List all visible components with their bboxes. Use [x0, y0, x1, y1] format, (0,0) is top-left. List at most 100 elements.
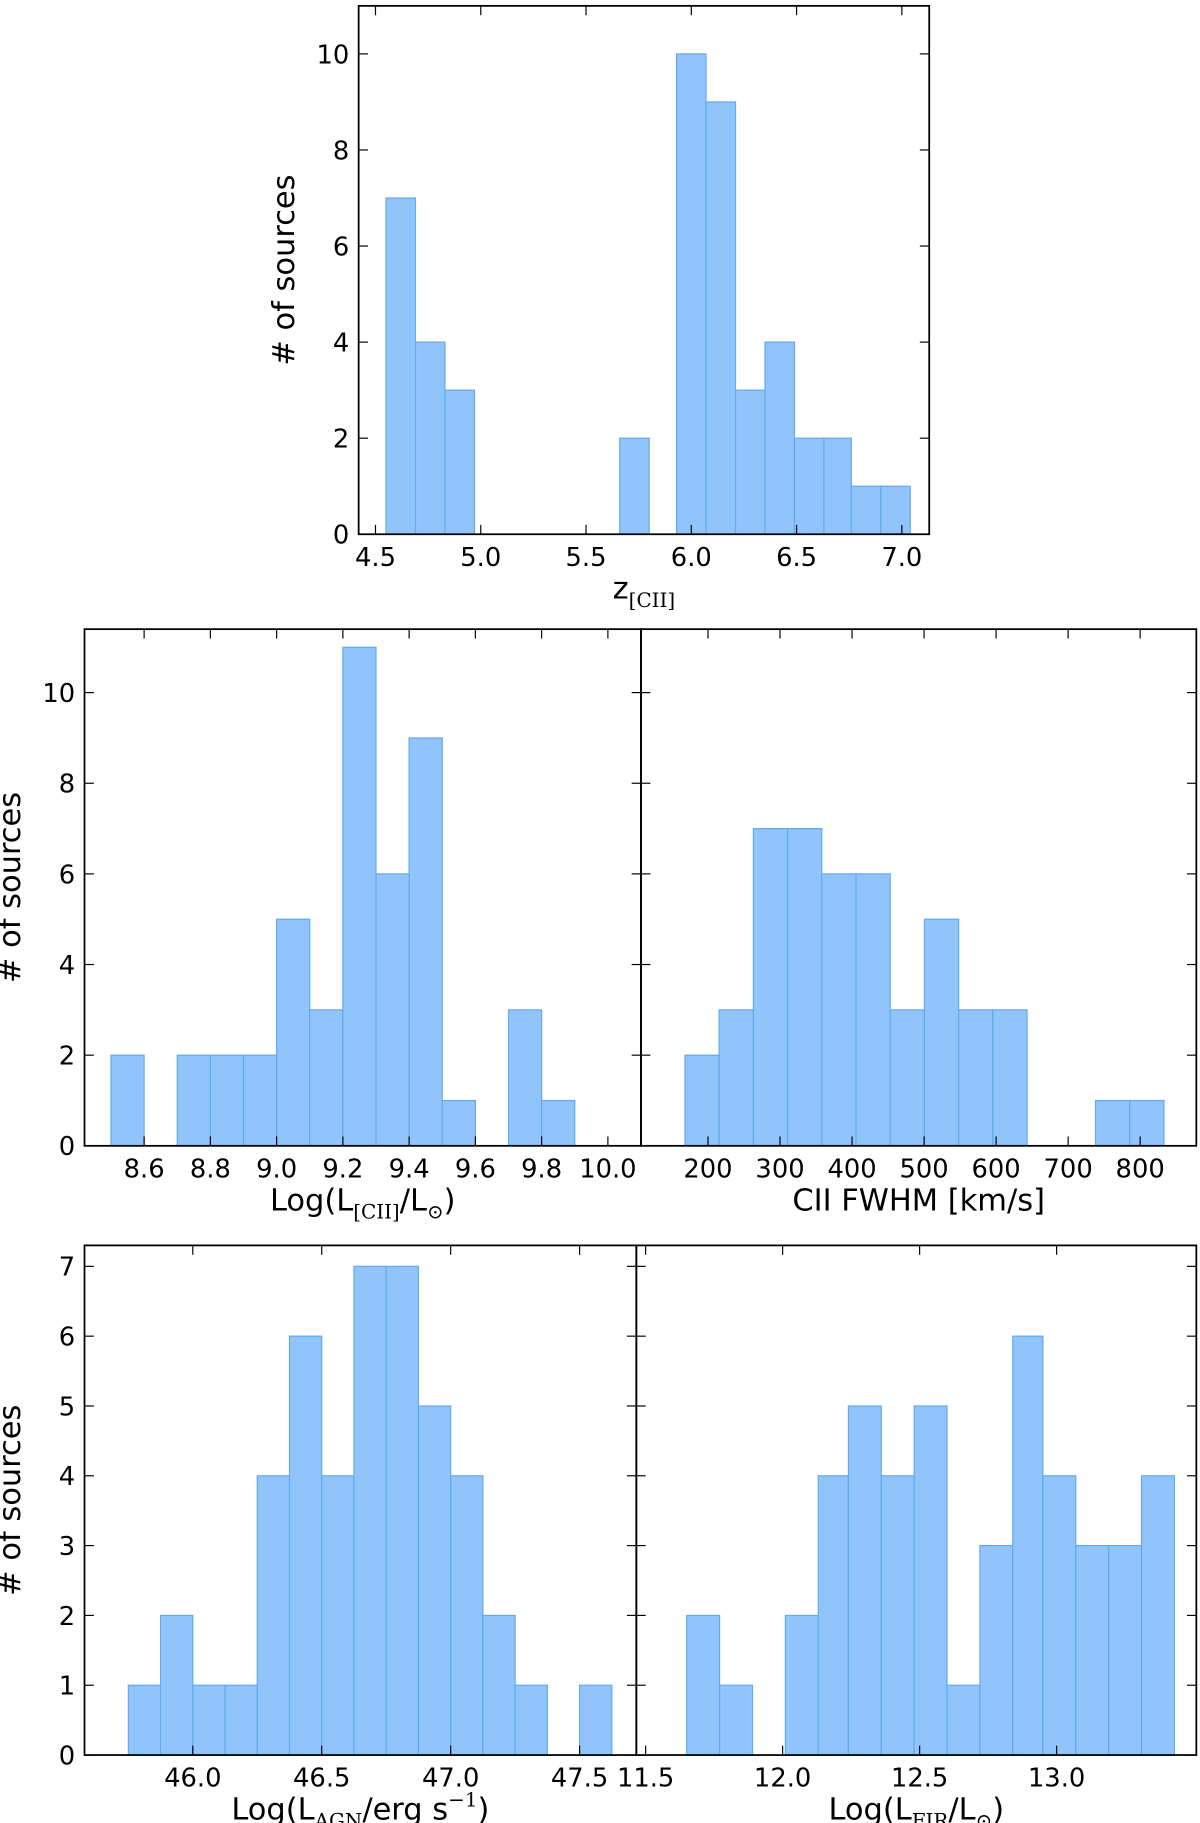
x-tick-label: 11.5 — [617, 1764, 674, 1794]
x-tick-label: 400 — [827, 1154, 876, 1184]
x-tick-label: 46.5 — [293, 1764, 350, 1794]
bar — [855, 873, 891, 1147]
x-tick-label: 4.5 — [355, 543, 396, 573]
x-axis-label-part: /L — [400, 1183, 427, 1218]
bar — [880, 485, 911, 535]
bar — [450, 1475, 484, 1756]
y-tick-label: 0 — [59, 1132, 75, 1162]
y-tick-label: 10 — [316, 40, 349, 70]
bar — [764, 341, 796, 535]
x-tick-label: 46.0 — [164, 1764, 221, 1794]
bar — [718, 1009, 754, 1147]
x-tick-label: 13.0 — [1028, 1764, 1085, 1794]
x-axis-label-part: z — [613, 572, 629, 607]
x-tick-label: 300 — [755, 1154, 804, 1184]
bar — [541, 1099, 576, 1147]
x-tick-label: 10.0 — [579, 1154, 636, 1184]
bar — [309, 1009, 344, 1147]
x-tick-label: 47.5 — [551, 1764, 608, 1794]
y-tick-label: 6 — [59, 1323, 75, 1353]
x-axis-label-part: /L — [948, 1792, 975, 1823]
x-axis-label-part: ⊙ — [427, 1200, 444, 1223]
x-tick-label: 9.4 — [389, 1154, 430, 1184]
bar — [705, 101, 737, 535]
x-axis-label-part: AGN — [314, 1810, 363, 1823]
x-axis-label-part: FIR — [912, 1810, 950, 1823]
bar — [913, 1405, 948, 1756]
bar — [1042, 1475, 1077, 1756]
x-axis-label-part: ) — [992, 1792, 1004, 1823]
x-axis-label-part: [CII] — [353, 1200, 399, 1223]
bar — [127, 1684, 162, 1756]
y-tick-label: 6 — [333, 232, 349, 262]
bar — [793, 437, 825, 535]
bar — [734, 389, 766, 535]
bar — [821, 873, 857, 1147]
bar — [321, 1475, 355, 1756]
bar — [408, 737, 443, 1147]
bar — [979, 1545, 1014, 1756]
bar — [1129, 1099, 1165, 1147]
y-tick-label: 1 — [59, 1672, 75, 1702]
x-axis-label: CII FWHM [km/s] — [792, 1183, 1045, 1218]
x-tick-label: 9.6 — [455, 1154, 496, 1184]
bar — [444, 389, 476, 535]
y-tick-label: 2 — [59, 1602, 75, 1632]
bar — [256, 1475, 291, 1756]
y-tick-label: 0 — [333, 521, 349, 551]
x-tick-label: 800 — [1116, 1154, 1165, 1184]
x-axis-label-part: ) — [444, 1183, 456, 1218]
bar — [946, 1684, 981, 1756]
panel: 11.5 12.0 12.5 13.0 Log(LFIR/L⊙) — [617, 1244, 1198, 1823]
y-tick-label: 7 — [59, 1253, 75, 1283]
axes-frame — [357, 4, 931, 536]
bar — [176, 1054, 211, 1147]
x-tick-label: 6.0 — [671, 543, 712, 573]
x-axis-label-part: −1 — [448, 1789, 477, 1812]
bar — [209, 1054, 245, 1147]
axes-frame — [640, 628, 1198, 1147]
bar — [752, 827, 789, 1147]
bar — [1094, 1099, 1131, 1147]
x-tick-label: 12.5 — [891, 1764, 948, 1794]
bar — [353, 1265, 387, 1756]
bar — [675, 53, 707, 535]
bar — [1075, 1545, 1110, 1756]
x-axis-label-part: ⊙ — [976, 1810, 993, 1823]
bar — [224, 1684, 258, 1756]
x-tick-label: 47.0 — [422, 1764, 479, 1794]
x-tick-label: 9.2 — [322, 1154, 363, 1184]
x-tick-label: 600 — [972, 1154, 1021, 1184]
axes-frame — [635, 1244, 1198, 1756]
bar — [579, 1684, 613, 1756]
bar — [192, 1684, 226, 1756]
bar — [686, 1614, 721, 1756]
bar — [992, 1009, 1028, 1147]
bar — [880, 1475, 915, 1756]
bar — [276, 918, 311, 1147]
y-tick-label: 4 — [333, 328, 349, 358]
y-tick-label: 0 — [59, 1741, 75, 1771]
bar — [823, 437, 852, 535]
bar — [847, 1405, 882, 1756]
bar — [958, 1009, 994, 1147]
bar — [385, 197, 417, 535]
bar — [850, 485, 882, 535]
bar — [784, 1614, 819, 1756]
x-axis-label-part: Log(L — [231, 1792, 314, 1823]
x-axis-label-part: [CII] — [629, 589, 676, 612]
x-tick-label: 500 — [899, 1154, 948, 1184]
bar — [817, 1475, 849, 1756]
x-axis-label-part: ) — [478, 1792, 490, 1823]
y-tick-label: 3 — [59, 1532, 75, 1562]
x-axis-label: Log(L[CII]/L⊙) — [270, 1183, 456, 1223]
bar — [375, 873, 410, 1147]
bar — [1108, 1545, 1143, 1756]
y-tick-label: 2 — [59, 1042, 75, 1072]
x-tick-label: 700 — [1044, 1154, 1093, 1184]
bar — [889, 1009, 926, 1147]
y-tick-label: 6 — [59, 860, 75, 890]
panel: 200 300 400 500 600 700 800 CII FWHM [km/s] — [640, 628, 1198, 1218]
x-tick-label: 7.0 — [881, 543, 922, 573]
